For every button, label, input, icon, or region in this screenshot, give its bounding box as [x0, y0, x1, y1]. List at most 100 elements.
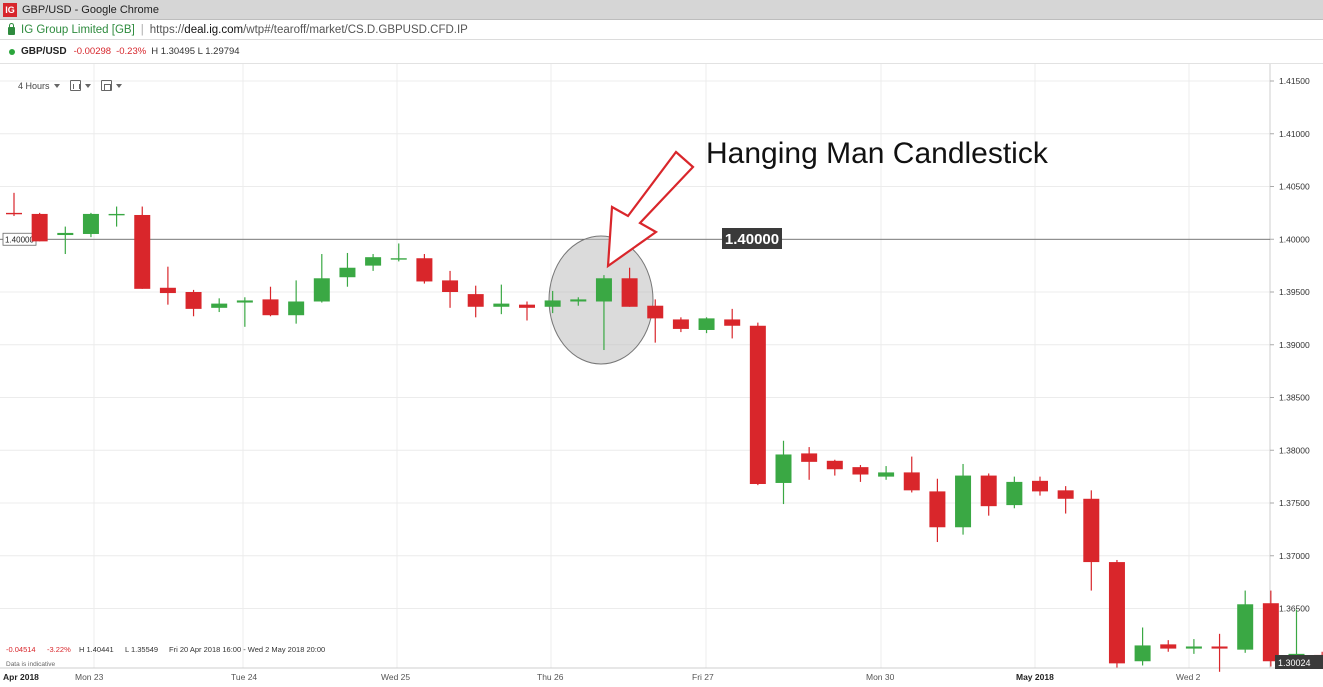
y-tick-label: 1.37000	[1279, 551, 1310, 561]
time-axis: Apr 2018 Mon 23 Tue 24 Wed 25 Thu 26 Fri 27 Mo…	[3, 672, 1201, 682]
candle-body	[698, 318, 715, 330]
candle	[1032, 476, 1048, 496]
annotation-text: Hanging Man Candlestick	[706, 137, 1049, 170]
y-tick-label: 1.36500	[1279, 604, 1310, 614]
candle-body	[185, 292, 202, 309]
url-path: /wtp#/tearoff/market/CS.D.GBPUSD.CFD.IP	[243, 23, 468, 36]
candle-body	[621, 278, 638, 307]
market-high-low: H 1.30495 L 1.29794	[151, 46, 240, 57]
candle-body	[57, 232, 74, 236]
chevron-down-icon	[115, 83, 122, 88]
candle	[647, 299, 664, 343]
candle-body	[159, 287, 176, 294]
candle	[929, 478, 946, 543]
y-tick-label: 1.38500	[1279, 393, 1310, 403]
candle-body	[519, 304, 535, 308]
candle-body	[647, 305, 664, 319]
x-tick-label: Tue 24	[231, 672, 257, 682]
candle	[1237, 590, 1254, 653]
url-domain: deal.ig.com	[184, 23, 244, 36]
candle-body	[313, 278, 330, 302]
date-range-dropdown[interactable]	[100, 80, 122, 91]
address-separator: |	[140, 23, 144, 36]
chart-type-dropdown[interactable]	[69, 80, 91, 91]
candle	[1160, 640, 1177, 652]
candle	[1185, 639, 1202, 654]
candle	[134, 206, 151, 289]
chart-toolbar: 4 Hours	[18, 80, 132, 91]
candle-body	[724, 319, 741, 326]
candle	[595, 275, 612, 351]
candle-body	[672, 319, 689, 329]
candle-body	[442, 280, 459, 292]
candles-icon	[69, 80, 81, 91]
candle-body	[493, 303, 510, 307]
candle	[288, 280, 305, 324]
candle	[31, 212, 48, 242]
candle-body	[1211, 646, 1228, 649]
candle-body	[903, 472, 920, 491]
candle	[262, 286, 279, 317]
market-change-pct: -0.23%	[116, 46, 147, 57]
candle	[621, 267, 638, 307]
timeframe-dropdown[interactable]: 4 Hours	[18, 81, 60, 91]
price-axis: 1.41500 1.41000 1.40500 1.40000 1.39500 1.390…	[1270, 76, 1310, 614]
candle-body	[1006, 481, 1023, 506]
lock-icon	[8, 23, 15, 35]
last-price-tag: 1.30024	[1275, 655, 1323, 669]
candle	[365, 254, 382, 271]
annotation-arrow-icon	[606, 150, 695, 269]
level-line-left-text: 1.40000	[5, 235, 34, 244]
timeframe-label: 4 Hours	[18, 80, 50, 91]
candle-body	[1185, 646, 1202, 649]
footer-indicative: Data is indicative	[6, 661, 56, 668]
candle-body	[365, 257, 382, 266]
y-tick-label: 1.41500	[1279, 76, 1310, 86]
candle	[339, 252, 356, 287]
candle	[570, 297, 587, 306]
x-tick-label: Thu 26	[537, 672, 564, 682]
footer-change-pct: -3.22%	[47, 645, 71, 654]
level-tag: 1.40000	[722, 228, 782, 249]
window-title: GBP/USD - Google Chrome	[22, 3, 159, 16]
candle	[236, 297, 253, 327]
chevron-down-icon	[53, 83, 60, 88]
candle	[775, 440, 792, 505]
x-tick-label: Wed 25	[381, 672, 410, 682]
x-tick-label: Mon 23	[75, 672, 104, 682]
candle-body	[980, 475, 997, 507]
candle-body	[544, 300, 561, 307]
candle	[313, 254, 330, 303]
candle-body	[134, 214, 151, 289]
y-tick-label: 1.39000	[1279, 340, 1310, 350]
candles-group	[6, 192, 1323, 672]
market-name: GBP/USD	[21, 46, 67, 57]
candle	[544, 290, 561, 314]
site-identity[interactable]: IG Group Limited [GB]	[21, 23, 135, 36]
candle	[185, 289, 202, 317]
candle	[1134, 627, 1151, 666]
candle	[980, 473, 997, 516]
candle-body	[82, 213, 99, 234]
candle-body	[878, 472, 895, 477]
candle-body	[1032, 480, 1048, 492]
candle	[903, 456, 920, 493]
x-tick-label: Fri 27	[692, 672, 714, 682]
url-text[interactable]: https://deal.ig.com/wtp#/tearoff/market/…	[150, 24, 468, 36]
x-tick-label: Apr 2018	[3, 672, 39, 682]
y-tick-label: 1.40500	[1279, 182, 1310, 192]
candle	[211, 298, 228, 313]
candle-body	[467, 294, 484, 307]
market-change: -0.00298	[73, 46, 112, 57]
url-prefix: https://	[149, 23, 185, 36]
footer-high: H 1.40441	[79, 645, 114, 654]
market-header: GBP/USD -0.00298 -0.23% H 1.30495 L 1.29…	[0, 40, 1323, 64]
candle-body	[1237, 604, 1254, 650]
candle-body	[1160, 644, 1177, 649]
candle	[467, 285, 484, 318]
candle	[159, 266, 176, 305]
candle	[801, 447, 818, 480]
address-bar[interactable]: IG Group Limited [GB] | https://deal.ig.…	[0, 20, 1323, 40]
candle	[390, 243, 407, 262]
